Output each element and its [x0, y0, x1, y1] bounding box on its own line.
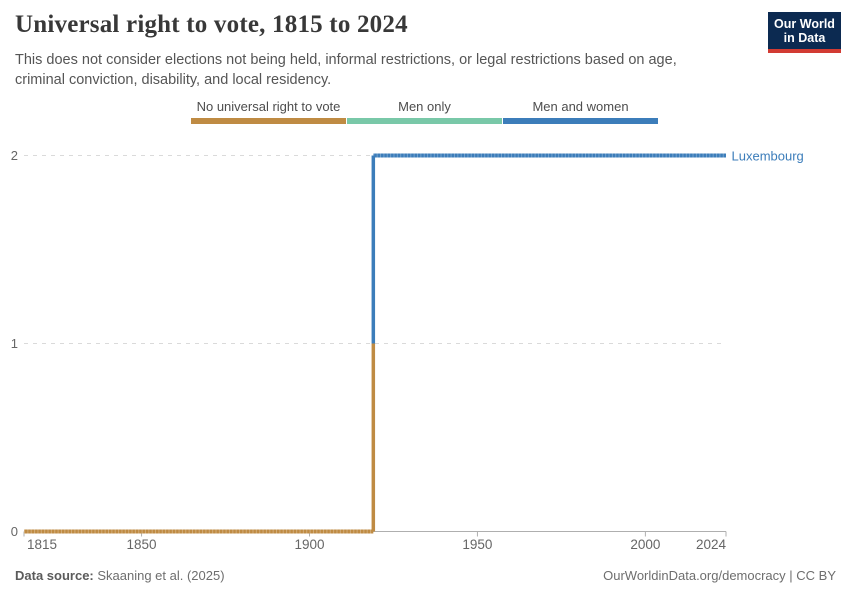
- legend-swatch: [347, 118, 502, 124]
- legend-item[interactable]: Men and women: [503, 100, 658, 124]
- page-title: Universal right to vote, 1815 to 2024: [15, 11, 408, 38]
- x-tick-label: 1900: [294, 537, 324, 552]
- data-source-label: Data source:: [15, 568, 94, 583]
- legend-swatch: [191, 118, 346, 124]
- legend-item[interactable]: No universal right to vote: [191, 100, 346, 124]
- x-tick-label: 1950: [462, 537, 492, 552]
- chart-subtitle: This does not consider elections not bei…: [15, 52, 677, 88]
- owid-logo-line1: Our World: [774, 17, 835, 31]
- owid-logo[interactable]: Our World in Data: [768, 12, 841, 53]
- y-tick-label: 1: [11, 336, 18, 351]
- y-tick-label: 2: [11, 148, 18, 163]
- legend-label: Men and women: [532, 99, 629, 114]
- x-tick-label: 1815: [27, 537, 57, 552]
- legend-swatch: [503, 118, 658, 124]
- entity-label[interactable]: Luxembourg: [732, 148, 804, 163]
- legend-label: No universal right to vote: [196, 99, 341, 114]
- data-source-text: Skaaning et al. (2025): [93, 568, 225, 583]
- x-tick-label: 1850: [127, 537, 157, 552]
- x-tick-label: 2000: [630, 537, 660, 552]
- owid-logo-line2: in Data: [783, 31, 826, 45]
- x-tick-label: 2024: [696, 537, 727, 552]
- attribution-link[interactable]: OurWorldinData.org/democracy | CC BY: [603, 568, 836, 583]
- data-source-note: Data source: Skaaning et al. (2025): [15, 568, 225, 583]
- legend-item[interactable]: Men only: [347, 100, 502, 124]
- y-tick-label: 0: [11, 524, 18, 539]
- legend-label: Men only: [398, 99, 451, 114]
- legend: No universal right to vote Men only Men an…: [191, 100, 658, 124]
